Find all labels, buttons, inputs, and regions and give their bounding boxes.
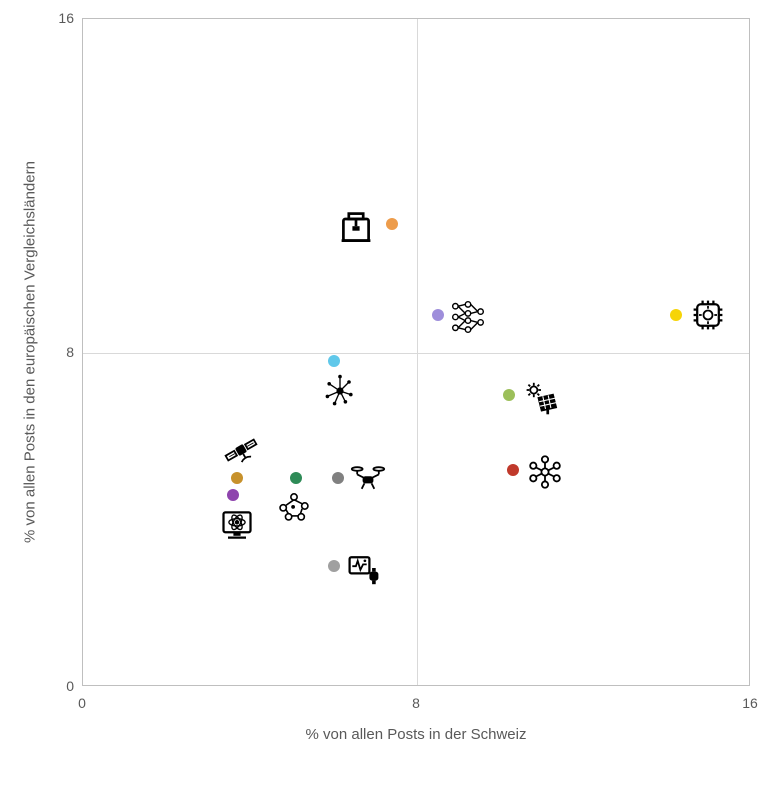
3d-printer-icon: [338, 210, 374, 246]
cpu-chip-icon: [690, 297, 726, 333]
health-monitor-icon: [346, 550, 382, 586]
data-point: [507, 464, 519, 476]
quantum-computer-icon: [219, 507, 255, 543]
drone-icon: [350, 460, 386, 496]
blockchain-icon: [527, 454, 563, 490]
y-tick-label: 16: [54, 11, 74, 25]
data-point: [227, 489, 239, 501]
data-point: [332, 472, 344, 484]
y-tick-label: 0: [54, 679, 74, 693]
network-graph-icon: [276, 488, 312, 524]
data-point: [231, 472, 243, 484]
plot-area: [82, 18, 750, 686]
data-point: [670, 309, 682, 321]
data-point: [432, 309, 444, 321]
scatter-chart: % von allen Posts in den europäischen Ve…: [0, 0, 779, 800]
y-tick-label: 8: [54, 345, 74, 359]
data-point: [386, 218, 398, 230]
solar-panel-icon: [523, 381, 559, 417]
neural-network-icon: [450, 299, 486, 335]
x-axis-label: % von allen Posts in der Schweiz: [82, 726, 750, 743]
data-point: [503, 389, 515, 401]
y-axis-label: % von allen Posts in den europäischen Ve…: [22, 161, 39, 543]
x-tick-label: 16: [742, 696, 758, 710]
data-point: [328, 355, 340, 367]
gridline-horizontal: [83, 353, 749, 354]
gridline-vertical: [417, 19, 418, 685]
nanoparticle-icon: [322, 373, 358, 409]
satellite-icon: [223, 432, 259, 468]
data-point: [328, 560, 340, 572]
x-tick-label: 8: [412, 696, 420, 710]
data-point: [290, 472, 302, 484]
x-tick-label: 0: [78, 696, 86, 710]
